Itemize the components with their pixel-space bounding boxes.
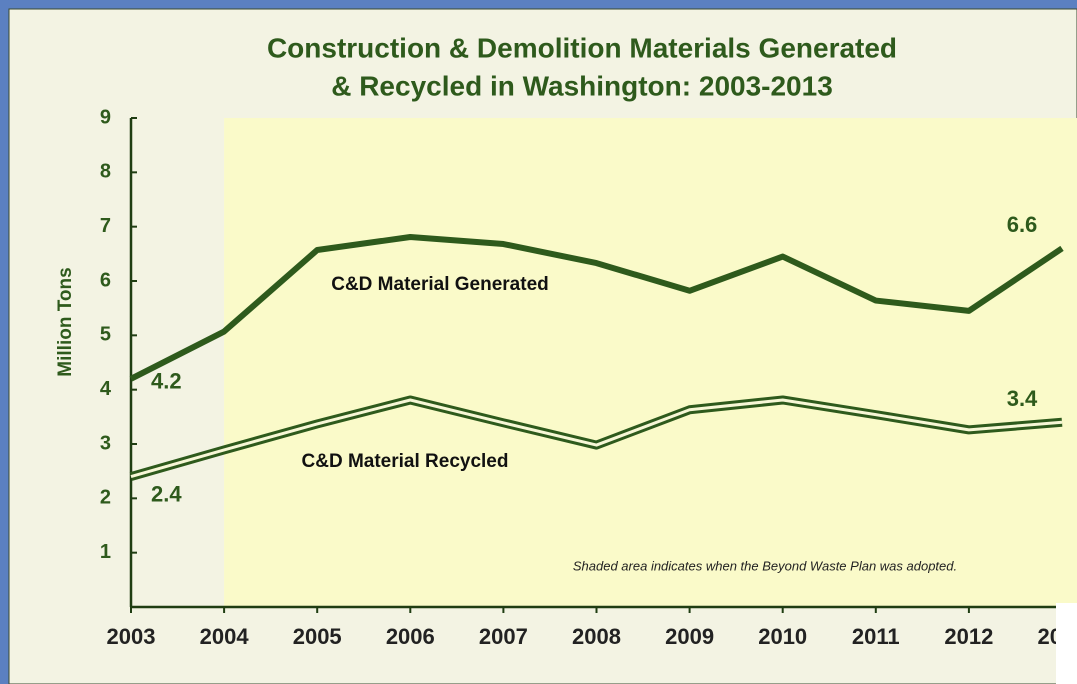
x-tick-label: 2009 [665, 624, 714, 649]
x-tick-label: 2003 [107, 624, 156, 649]
line [129, 233, 1064, 382]
y-tick-label: 3 [100, 432, 111, 454]
x-tick-label: 2007 [479, 624, 528, 649]
y-axis-label: Million Tons [55, 267, 76, 376]
series-label: C&D Material Recycled [302, 451, 509, 472]
y-tick-label: 2 [100, 487, 111, 509]
y-tick-label: 1 [100, 541, 111, 563]
overlay-box [1056, 603, 1077, 684]
y-tick-label: 8 [100, 161, 111, 183]
series-label: C&D Material Generated [331, 274, 549, 295]
shaded-area [224, 118, 1077, 607]
value-label: 3.4 [1007, 386, 1038, 411]
x-tick-label: 2008 [572, 624, 621, 649]
x-tick-label: 2011 [852, 624, 900, 649]
y-tick-label: 5 [100, 324, 111, 346]
x-tick-label: 2012 [944, 624, 993, 649]
plot: 1 2 3 4 5 6 7 8 9 2003 2004 2005 2006 2007 2008 2009 201… [100, 106, 1077, 649]
chart-title: & Recycled in Washington: 2003-2013 [331, 70, 833, 101]
y-tick-label: 4 [100, 378, 112, 400]
value-label: 6.6 [1007, 212, 1038, 237]
x-tick-label: 2010 [758, 624, 807, 649]
x-tick-label: 2004 [200, 624, 250, 649]
line-inner [130, 398, 1063, 479]
y-tick-label: 9 [100, 106, 111, 128]
y-tick-label: 7 [100, 215, 111, 237]
value-label: 2.4 [151, 481, 182, 506]
chart-title: Construction & Demolition Materials Gene… [267, 32, 897, 63]
annotation: Shaded area indicates when the Beyond Wa… [573, 558, 957, 573]
value-label: 4.2 [151, 369, 182, 394]
y-tick-label: 6 [100, 269, 111, 291]
x-tick-label: 2006 [386, 624, 435, 649]
x-tick-label: 2005 [293, 624, 342, 649]
